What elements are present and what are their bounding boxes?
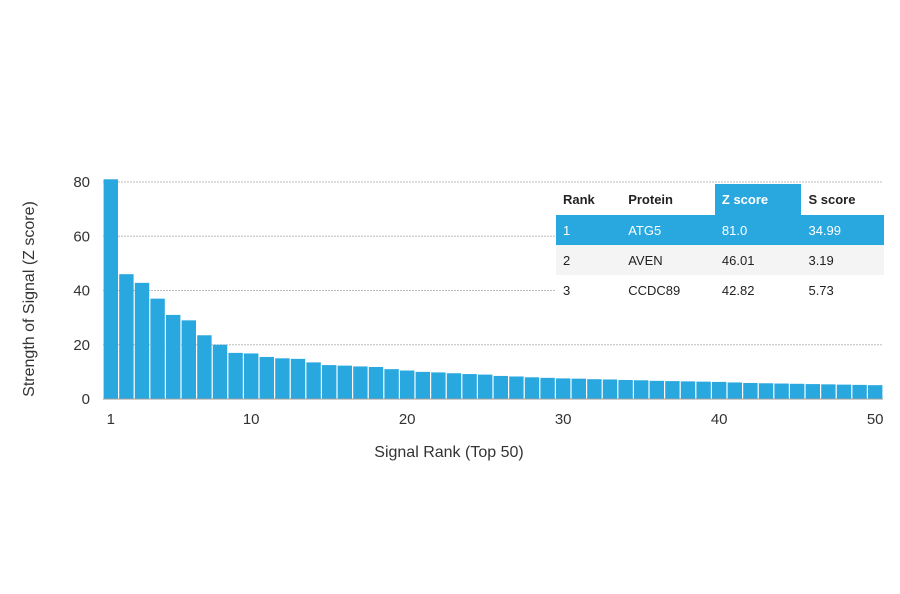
- bar: [415, 371, 430, 399]
- table-row: 3 CCDC89 42.82 5.73: [556, 275, 884, 305]
- bar: [587, 379, 602, 399]
- bar: [368, 366, 384, 399]
- bar: [197, 335, 212, 399]
- z-score-header: Z score: [714, 184, 802, 215]
- bar: [665, 381, 680, 399]
- bar: [462, 374, 477, 399]
- bar: [696, 381, 711, 399]
- bar: [259, 356, 274, 399]
- bar: [478, 374, 493, 399]
- bar: [446, 373, 462, 399]
- bar: [431, 372, 446, 399]
- rank-cell: 3: [563, 282, 571, 298]
- axes: 0 20 40 60 80 1 10 20 30 40 50: [73, 174, 883, 428]
- protein-cell: AVEN: [621, 245, 715, 275]
- s-score-cell: 34.99: [801, 215, 884, 245]
- x-tick-label: 40: [711, 411, 728, 428]
- bar: [103, 179, 118, 399]
- bar: [134, 282, 150, 399]
- bar: [540, 377, 555, 399]
- y-tick-label: 80: [73, 174, 90, 191]
- signal-rank-table: Rank Protein Z score S score 1 ATG5 81.0…: [556, 184, 884, 305]
- bar: [602, 379, 618, 399]
- y-tick-label: 60: [73, 228, 90, 245]
- bar: [836, 384, 852, 399]
- x-tick-label: 30: [555, 411, 572, 428]
- protein-header: Protein: [628, 192, 673, 207]
- bar: [774, 383, 789, 399]
- rank-cell: 2: [556, 245, 622, 275]
- bar: [743, 382, 758, 399]
- bar: [322, 365, 337, 399]
- x-axis-title: Signal Rank (Top 50): [374, 444, 523, 461]
- s-score-header: S score: [808, 192, 856, 207]
- bar: [306, 362, 321, 399]
- z-score-cell: 42.82: [721, 282, 755, 298]
- s-score-cell: 5.73: [808, 282, 834, 298]
- x-tick-label: 1: [107, 411, 115, 428]
- bar: [290, 358, 306, 399]
- bar: [384, 369, 399, 399]
- bar: [493, 375, 508, 399]
- bar: [868, 385, 883, 399]
- bar: [618, 380, 633, 399]
- bar: [400, 370, 415, 399]
- s-score-cell: 3.19: [801, 245, 884, 275]
- protein-cell: CCDC89: [628, 282, 681, 298]
- bar: [790, 383, 805, 399]
- bar: [275, 358, 290, 399]
- bar: [509, 376, 524, 399]
- table-row: 1 ATG5 81.0 34.99: [556, 215, 884, 245]
- z-score-cell: 81.0: [714, 215, 802, 245]
- rank-header: Rank: [563, 192, 595, 207]
- z-score-cell: 46.01: [714, 245, 802, 275]
- bar: [712, 381, 727, 399]
- bar: [353, 366, 368, 399]
- bar: [166, 314, 181, 399]
- table-row: 2 AVEN 46.01 3.19: [556, 245, 884, 275]
- protein-cell: ATG5: [621, 215, 715, 245]
- x-tick-label: 10: [243, 411, 260, 428]
- bar: [212, 344, 228, 399]
- bar: [571, 378, 586, 399]
- x-tick-label: 50: [867, 411, 884, 428]
- bar: [228, 352, 243, 399]
- bar: [119, 274, 134, 399]
- y-axis-title: Strength of Signal (Z score): [21, 201, 38, 397]
- rank-cell: 1: [556, 215, 622, 245]
- table-header-row: Rank Protein Z score S score: [556, 184, 884, 215]
- y-tick-label: 20: [73, 337, 90, 354]
- bar: [150, 298, 165, 399]
- bar: [634, 380, 649, 399]
- y-tick-label: 0: [82, 391, 90, 408]
- bar: [244, 353, 259, 399]
- y-tick-label: 40: [73, 283, 90, 300]
- bar: [649, 380, 664, 399]
- bar: [524, 377, 540, 399]
- bar: [805, 384, 820, 399]
- bar: [556, 378, 571, 399]
- bar: [181, 320, 196, 399]
- bar: [821, 384, 836, 399]
- x-tick-label: 20: [399, 411, 416, 428]
- bar: [758, 383, 774, 399]
- bar: [852, 384, 867, 399]
- bar-series: [103, 179, 883, 399]
- bar: [337, 365, 352, 399]
- bar: [727, 382, 742, 399]
- bar: [680, 381, 696, 399]
